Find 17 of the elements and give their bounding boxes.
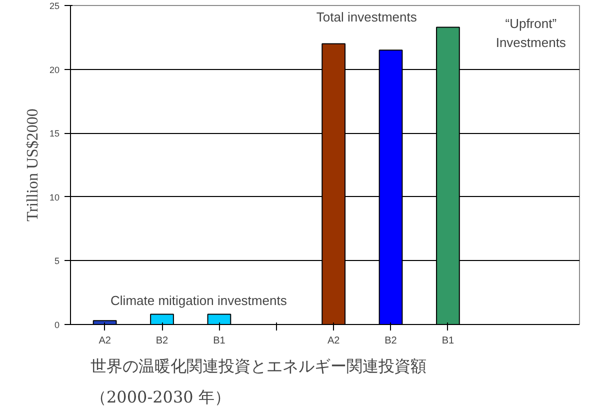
y-tick-label: 25 xyxy=(49,1,60,11)
y-tick-label: 15 xyxy=(49,128,60,139)
annotation: Total investments xyxy=(316,10,418,25)
x-tick-label: A2 xyxy=(98,336,112,346)
x-tick-label: B2 xyxy=(156,336,169,346)
y-tick-label: 20 xyxy=(49,64,60,75)
x-tick-label: B1 xyxy=(442,336,455,346)
y-tick-label: 5 xyxy=(54,256,60,266)
y-tick-label: 0 xyxy=(54,320,60,330)
x-tick-label: A2 xyxy=(327,336,340,346)
y-axis-title: Trillion US$2000 xyxy=(24,108,42,222)
y-tick-label: 10 xyxy=(49,192,60,202)
x-tick-label: B2 xyxy=(384,336,398,346)
text: “Upfront” Investments xyxy=(496,16,566,50)
x-tick-label: B1 xyxy=(213,336,226,346)
annotation: Climate mitigation investments xyxy=(110,292,288,308)
text: 世界の温暖化関連投資とエネルギー関連投資額（2000-2030 年） xyxy=(90,356,426,406)
